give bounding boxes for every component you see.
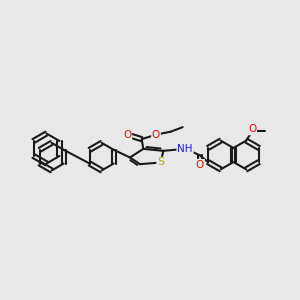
- Text: NH: NH: [177, 144, 193, 154]
- Text: S: S: [157, 158, 164, 167]
- Text: O: O: [248, 124, 256, 134]
- Text: O: O: [196, 160, 204, 170]
- Text: O: O: [152, 130, 160, 140]
- Text: O: O: [123, 130, 131, 140]
